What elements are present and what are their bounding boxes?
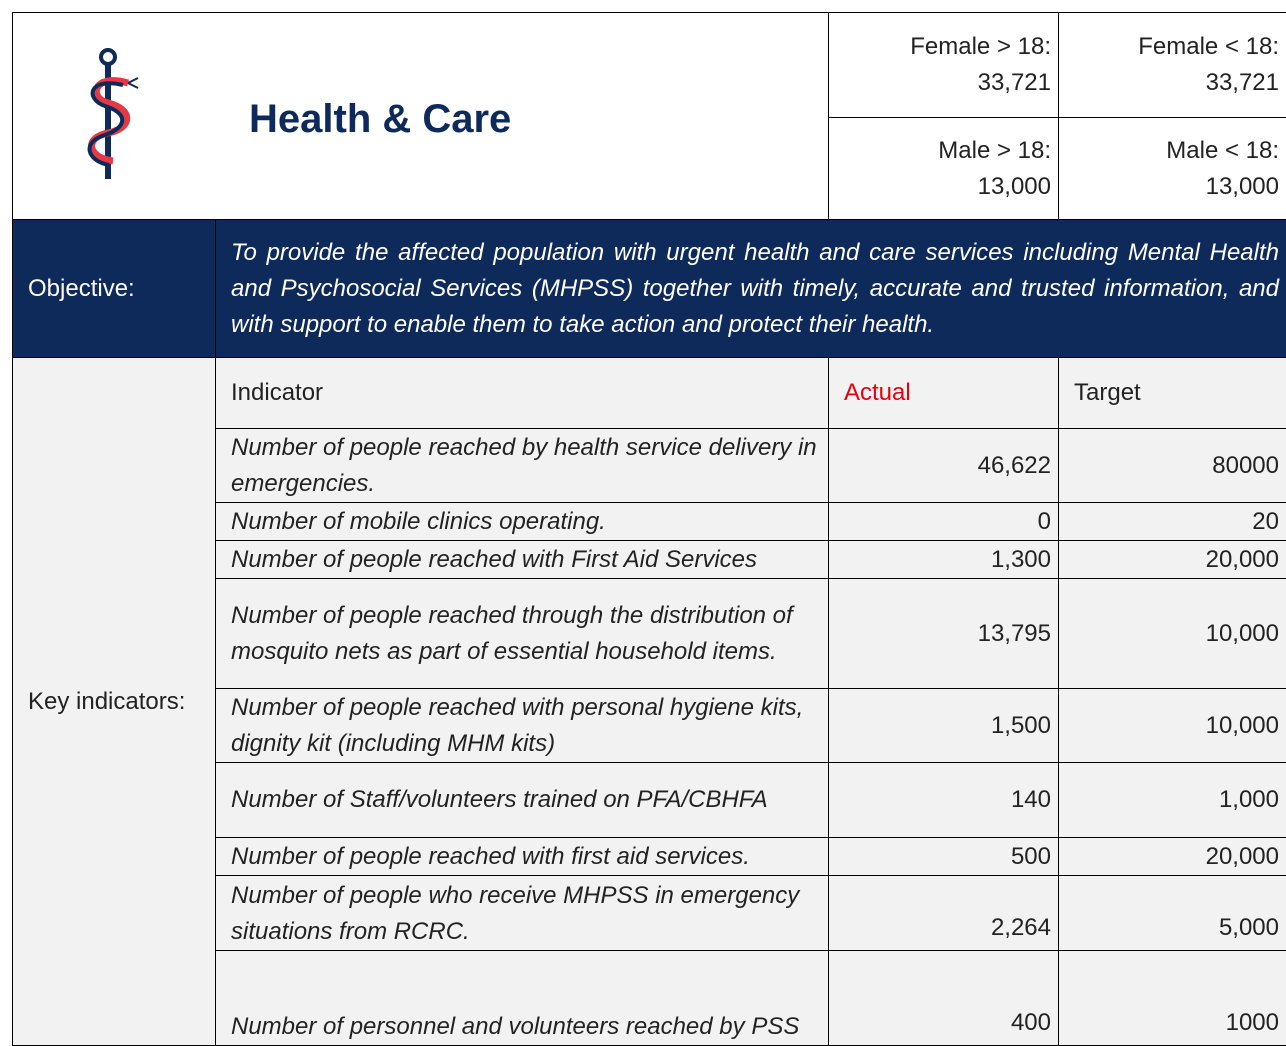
stat-value: 33,721: [844, 65, 1051, 101]
stat-value: 13,000: [844, 169, 1051, 205]
target: 10,000: [1059, 579, 1286, 689]
indicator: Number of mobile clinics operating.: [216, 503, 829, 541]
logo: [73, 43, 183, 193]
column-header: Indicator: [216, 358, 829, 429]
stat-cell: Male < 18:13,000: [1059, 118, 1286, 220]
target: 80000: [1059, 429, 1286, 503]
header-row: Health & Care Female > 18:33,721 Female …: [13, 13, 1286, 118]
objective-text: To provide the affected population with …: [216, 220, 1286, 358]
actual: 500: [829, 838, 1059, 876]
column-header: Target: [1059, 358, 1286, 429]
actual: 140: [829, 763, 1059, 838]
document: Health & Care Female > 18:33,721 Female …: [12, 12, 1286, 1046]
actual: 2,264: [829, 876, 1059, 951]
health-table: Health & Care Female > 18:33,721 Female …: [12, 12, 1286, 1046]
target: 1000: [1059, 951, 1286, 1046]
target: 1,000: [1059, 763, 1286, 838]
objective-label: Objective:: [13, 220, 216, 358]
stat-label: Male < 18:: [1074, 133, 1279, 169]
actual: 46,622: [829, 429, 1059, 503]
key-indicators-label: Key indicators:: [13, 358, 216, 1046]
indicator: Number of personnel and volunteers reach…: [216, 951, 829, 1046]
target: 10,000: [1059, 689, 1286, 763]
actual: 13,795: [829, 579, 1059, 689]
header-cell: Health & Care: [13, 13, 829, 220]
actual: 400: [829, 951, 1059, 1046]
stat-cell: Female > 18:33,721: [829, 13, 1059, 118]
actual: 1,300: [829, 541, 1059, 579]
stat-value: 13,000: [1074, 169, 1279, 205]
indicator: Number of people who receive MHPSS in em…: [216, 876, 829, 951]
stat-cell: Male > 18:13,000: [829, 118, 1059, 220]
column-header: Actual: [829, 358, 1059, 429]
stat-cell: Female < 18:33,721: [1059, 13, 1286, 118]
target: 20: [1059, 503, 1286, 541]
stat-label: Female > 18:: [844, 29, 1051, 65]
title: Health & Care: [249, 101, 511, 137]
target: 20,000: [1059, 541, 1286, 579]
indicator: Number of people reached with First Aid …: [216, 541, 829, 579]
actual: 0: [829, 503, 1059, 541]
objective-row: Objective: To provide the affected popul…: [13, 220, 1286, 358]
target: 20,000: [1059, 838, 1286, 876]
actual: 1,500: [829, 689, 1059, 763]
stat-label: Male > 18:: [844, 133, 1051, 169]
indicator: Number of people reached by health servi…: [216, 429, 829, 503]
target: 5,000: [1059, 876, 1286, 951]
indicator: Number of people reached with personal h…: [216, 689, 829, 763]
indicator: Number of people reached through the dis…: [216, 579, 829, 689]
stat-value: 33,721: [1074, 65, 1279, 101]
indicator: Number of people reached with first aid …: [216, 838, 829, 876]
stat-label: Female < 18:: [1074, 29, 1279, 65]
indicator: Number of Staff/volunteers trained on PF…: [216, 763, 829, 838]
